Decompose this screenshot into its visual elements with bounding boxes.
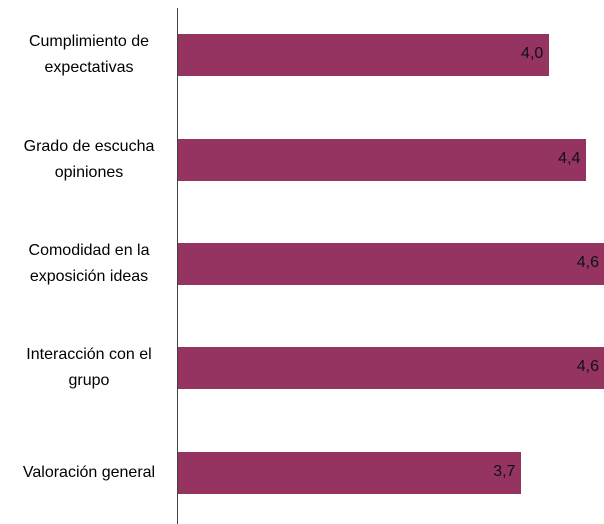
bar xyxy=(178,34,550,77)
value-label: 4,6 xyxy=(576,358,599,376)
category-label: Grado de escucha opiniones xyxy=(23,137,155,181)
value-label: 4,6 xyxy=(576,254,599,271)
bar xyxy=(178,138,587,181)
value-label: 4,4 xyxy=(558,149,581,167)
category-label: Interacción con el grupo xyxy=(26,346,152,390)
value-label: 4,0 xyxy=(521,45,544,63)
category-label: Cumplimiento de expectativas xyxy=(28,33,150,77)
bar xyxy=(178,451,522,494)
value-label: 3,7 xyxy=(493,462,516,480)
y-axis xyxy=(177,8,178,524)
bar xyxy=(178,243,604,285)
category-label: Valoración general xyxy=(22,463,156,481)
category-label: Comodidad en la exposición ideas xyxy=(28,242,150,285)
bar xyxy=(178,347,604,390)
